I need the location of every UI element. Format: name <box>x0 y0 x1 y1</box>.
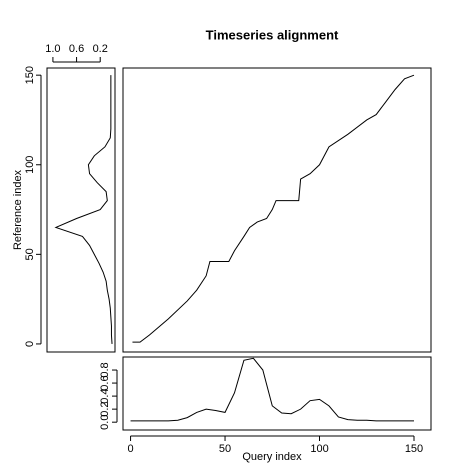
y-tick-label: 0.0 <box>99 415 111 430</box>
x-tick-label: 100 <box>310 443 328 455</box>
y-tick-label: 0 <box>24 341 36 347</box>
y-tick-label: 0.4 <box>99 388 111 403</box>
y-tick-label: 0.8 <box>99 362 111 377</box>
y-tick-label: 100 <box>24 156 36 174</box>
y-tick-label: 0.2 <box>99 401 111 416</box>
reference-panel <box>46 67 116 353</box>
series-line <box>130 357 414 422</box>
x-axis-title: Query index <box>242 451 302 463</box>
chart-title: Timeseries alignment <box>206 27 339 42</box>
x-tick-label: 0.6 <box>69 43 84 55</box>
y-axis-title: Reference index <box>12 169 24 250</box>
y-tick-label: 0.6 <box>99 375 111 390</box>
y-tick-label: 150 <box>24 66 36 84</box>
x-tick-label: 150 <box>405 443 423 455</box>
y-tick-label: 50 <box>24 248 36 260</box>
series-line <box>54 75 113 344</box>
x-tick-label: 50 <box>219 443 231 455</box>
main-panel <box>122 67 432 353</box>
x-tick-label: 0.2 <box>93 43 108 55</box>
series-line <box>132 74 415 343</box>
x-tick-label: 0 <box>127 443 133 455</box>
x-tick-label: 1.0 <box>45 43 60 55</box>
query-panel <box>122 356 432 431</box>
